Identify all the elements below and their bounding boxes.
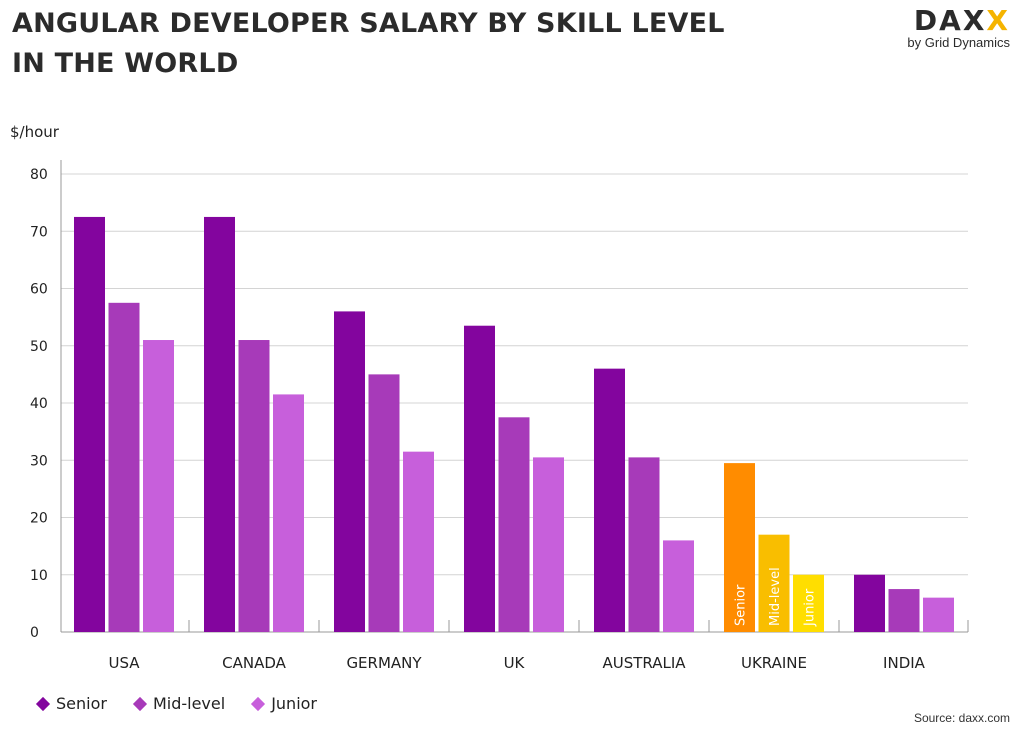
legend-item-junior: Junior bbox=[251, 694, 317, 713]
legend-label: Junior bbox=[271, 694, 317, 713]
chart-title: ANGULAR DEVELOPER SALARY BY SKILL LEVEL … bbox=[12, 4, 772, 84]
source-note: Source: daxx.com bbox=[913, 711, 1010, 725]
labels: $/hour 0 10 20 30 40 50 60 70 80 USA CANADA GERMANY U… bbox=[10, 123, 926, 672]
bar-senior-canada bbox=[204, 216, 235, 632]
logo-x-mark: X bbox=[986, 4, 1010, 37]
bar-senior-ukraine bbox=[724, 463, 755, 632]
legend-label: Senior bbox=[56, 694, 107, 713]
chart-title-line-2: IN THE WORLD bbox=[12, 48, 239, 79]
daxx-logo: DAXX by Grid Dynamics bbox=[880, 6, 1010, 50]
y-axis-unit-label: $/hour bbox=[10, 123, 60, 141]
y-tick-label: 40 bbox=[30, 396, 48, 412]
bar-mid-level-india bbox=[888, 589, 920, 632]
x-category-label: INDIA bbox=[883, 654, 926, 672]
x-category-label: USA bbox=[108, 654, 140, 672]
bar-junior-canada bbox=[273, 394, 304, 632]
bar-senior-usa bbox=[74, 216, 105, 632]
y-tick-label: 70 bbox=[30, 224, 48, 240]
bar-junior-uk bbox=[533, 457, 564, 632]
bar-inline-label: Junior bbox=[803, 588, 818, 627]
y-tick-label: 50 bbox=[30, 339, 48, 355]
logo-subtitle: by Grid Dynamics bbox=[907, 35, 1010, 50]
x-category-label: UK bbox=[504, 654, 526, 672]
legend: Senior Mid-level Junior bbox=[35, 694, 317, 713]
bar-senior-germany bbox=[334, 311, 365, 632]
bar-mid-level-ukraine bbox=[758, 534, 790, 632]
bar-mid-level-germany bbox=[368, 374, 400, 632]
chart-title-line-1: ANGULAR DEVELOPER SALARY BY SKILL LEVEL bbox=[12, 8, 725, 39]
bar-mid-level-australia bbox=[628, 457, 660, 632]
bar-mid-level-usa bbox=[108, 302, 140, 632]
legend-item-mid-level: Mid-level bbox=[132, 694, 226, 713]
bar-junior-usa bbox=[143, 340, 174, 632]
legend-marker-icon bbox=[132, 696, 148, 711]
bar-junior-india bbox=[923, 597, 954, 632]
legend-marker-icon bbox=[251, 696, 266, 711]
y-tick-label: 30 bbox=[30, 453, 48, 469]
x-category-label: UKRAINE bbox=[741, 654, 807, 672]
bar-senior-india bbox=[854, 574, 885, 632]
bar-inline-label: Mid-level bbox=[768, 567, 783, 626]
bar-junior-ukraine bbox=[793, 574, 824, 632]
y-tick-label: 0 bbox=[30, 625, 39, 641]
bar-junior-australia bbox=[663, 540, 694, 632]
bar-mid-level-uk bbox=[498, 417, 530, 632]
legend-item-senior: Senior bbox=[35, 694, 107, 713]
logo-word-left: DA bbox=[913, 4, 963, 37]
y-tick-label: 10 bbox=[30, 568, 48, 584]
bar-inline-label: Senior bbox=[734, 584, 749, 626]
bar-senior-uk bbox=[464, 325, 495, 632]
y-tick-label: 60 bbox=[30, 282, 48, 298]
legend-marker-icon bbox=[35, 696, 51, 711]
bar-senior-australia bbox=[594, 368, 625, 632]
x-category-label: CANADA bbox=[222, 654, 287, 672]
bars bbox=[74, 216, 954, 632]
logo-wordmark: DAXX bbox=[880, 6, 1010, 36]
logo-word-right: X bbox=[962, 4, 987, 37]
bar-junior-germany bbox=[403, 451, 434, 632]
y-tick-label: 80 bbox=[30, 167, 48, 183]
y-tick-label: 20 bbox=[30, 511, 48, 527]
x-category-label: GERMANY bbox=[346, 654, 422, 672]
bar-mid-level-canada bbox=[238, 340, 270, 632]
legend-label: Mid-level bbox=[152, 694, 226, 713]
x-category-label: AUSTRALIA bbox=[602, 654, 686, 672]
